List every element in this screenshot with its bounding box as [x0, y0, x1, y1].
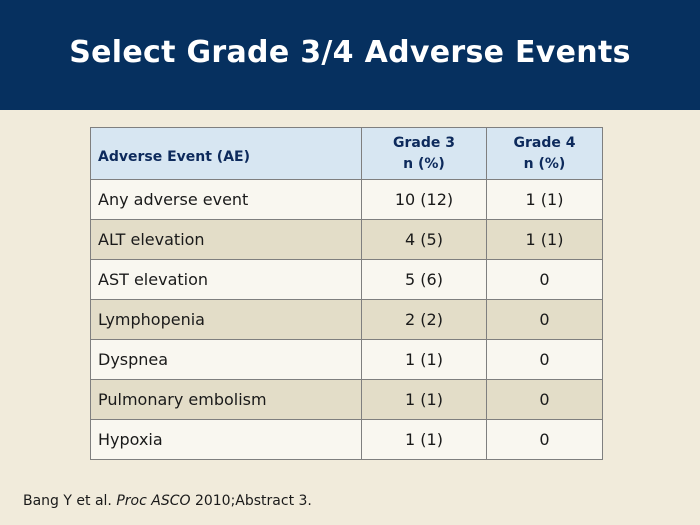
header-grade-3-unit: n (%) [403, 155, 445, 172]
title-bar: Select Grade 3/4 Adverse Events [0, 0, 700, 110]
header-grade-3-label: Grade 3 [393, 134, 455, 151]
citation-journal: Proc ASCO [116, 493, 191, 509]
grade-3-value: 5 (6) [361, 259, 487, 300]
event-name: Any adverse event [90, 179, 362, 220]
grade-4-value: 0 [486, 259, 603, 300]
event-name: Pulmonary embolism [90, 379, 362, 420]
citation-authors: Bang Y et al. [23, 493, 112, 509]
adverse-events-table: Adverse Event (AE) Grade 3 n (%) Grade 4… [90, 127, 603, 460]
grade-4-value: 0 [486, 379, 603, 420]
table-row: Hypoxia 1 (1) 0 [90, 419, 603, 460]
event-name: Lymphopenia [90, 299, 362, 340]
event-name: AST elevation [90, 259, 362, 300]
header-grade-4-label: Grade 4 [513, 134, 576, 151]
grade-4-value: 1 (1) [486, 219, 603, 260]
grade-4-value: 0 [486, 419, 603, 460]
table-row: Lymphopenia 2 (2) 0 [90, 299, 603, 340]
table-row: AST elevation 5 (6) 0 [90, 259, 603, 300]
citation-details: 2010;Abstract 3. [194, 493, 312, 509]
grade-3-value: 2 (2) [361, 299, 487, 340]
table-row: Dyspnea 1 (1) 0 [90, 339, 603, 380]
table-row: Pulmonary embolism 1 (1) 0 [90, 379, 603, 420]
grade-3-value: 4 (5) [361, 219, 487, 260]
slide-title: Select Grade 3/4 Adverse Events [69, 34, 631, 70]
event-name: Dyspnea [90, 339, 362, 380]
header-grade-4-unit: n (%) [523, 155, 566, 172]
grade-3-value: 1 (1) [361, 339, 487, 380]
header-adverse-event: Adverse Event (AE) [90, 127, 362, 180]
event-name: ALT elevation [90, 219, 362, 260]
header-grade-3: Grade 3 n (%) [361, 127, 487, 180]
table-row: ALT elevation 4 (5) 1 (1) [90, 219, 603, 260]
table-row: Any adverse event 10 (12) 1 (1) [90, 179, 603, 220]
grade-3-value: 1 (1) [361, 379, 487, 420]
grade-3-value: 1 (1) [361, 419, 487, 460]
citation: Bang Y et al. Proc ASCO 2010;Abstract 3. [23, 493, 312, 509]
grade-3-value: 10 (12) [361, 179, 487, 220]
event-name: Hypoxia [90, 419, 362, 460]
grade-4-value: 0 [486, 299, 603, 340]
table-header-row: Adverse Event (AE) Grade 3 n (%) Grade 4… [90, 127, 603, 180]
grade-4-value: 0 [486, 339, 603, 380]
header-grade-4: Grade 4 n (%) [486, 127, 603, 180]
grade-4-value: 1 (1) [486, 179, 603, 220]
